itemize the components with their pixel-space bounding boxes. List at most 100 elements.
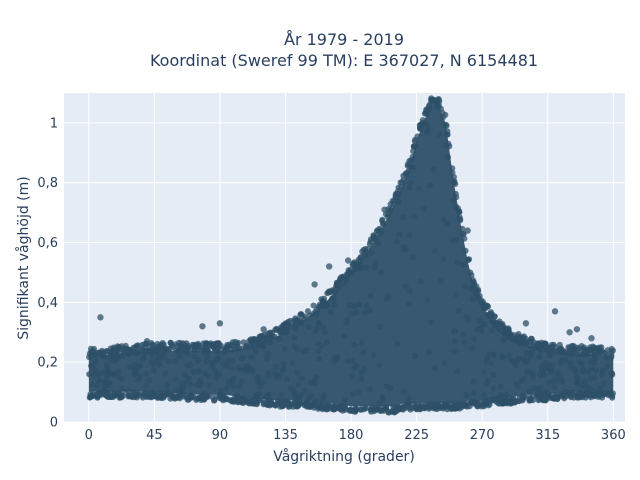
data-point (377, 269, 384, 276)
data-point (581, 344, 588, 351)
x-tick-label: 0 (85, 428, 93, 443)
data-point (362, 248, 369, 255)
data-point (225, 357, 232, 364)
data-point (442, 111, 449, 118)
data-point-outlier (464, 227, 471, 234)
data-point (480, 392, 487, 399)
data-point (164, 381, 171, 388)
data-point (239, 354, 246, 361)
data-point (577, 350, 583, 357)
data-point (585, 384, 592, 391)
data-point (461, 338, 468, 345)
data-point (454, 259, 461, 266)
data-point (440, 216, 447, 223)
data-point (537, 347, 544, 354)
data-point (548, 368, 555, 375)
data-point (299, 319, 305, 326)
data-point (278, 392, 285, 399)
data-point (109, 370, 116, 377)
data-point (124, 347, 131, 354)
data-point (217, 387, 224, 394)
data-point (305, 396, 312, 403)
data-point (204, 340, 211, 347)
data-point (527, 369, 534, 375)
data-point (476, 399, 483, 406)
data-point (221, 349, 228, 356)
data-point (407, 288, 413, 295)
data-point (400, 214, 407, 221)
data-point (236, 364, 243, 371)
data-point (456, 208, 463, 215)
data-point (351, 341, 358, 348)
data-point (136, 362, 143, 369)
data-point (238, 378, 245, 385)
data-point (368, 408, 375, 415)
data-point (406, 185, 413, 191)
data-point (588, 359, 595, 366)
data-point (204, 393, 211, 399)
data-point (402, 283, 409, 290)
data-point-outlier (573, 326, 581, 333)
data-point (164, 388, 171, 395)
data-point (408, 157, 415, 164)
data-point (234, 392, 241, 399)
data-point (545, 380, 552, 387)
data-point (116, 390, 123, 397)
data-point (463, 392, 470, 398)
data-point (434, 101, 441, 108)
data-point (490, 352, 497, 359)
data-point (459, 225, 466, 232)
data-point (597, 385, 604, 391)
data-point (481, 321, 488, 327)
data-point (504, 400, 511, 407)
data-point (608, 345, 615, 352)
data-point (608, 354, 615, 361)
data-point (204, 353, 211, 359)
x-tick-label: 45 (146, 428, 163, 443)
data-point (463, 313, 470, 320)
data-point (133, 367, 140, 374)
data-point (499, 354, 506, 360)
data-point (113, 357, 120, 364)
data-point (230, 375, 237, 382)
data-point (457, 216, 464, 223)
data-point (604, 363, 611, 370)
data-point (424, 128, 430, 135)
data-point (331, 401, 338, 408)
data-point (576, 358, 583, 365)
data-point (144, 394, 150, 401)
data-point (523, 350, 530, 357)
data-point (132, 361, 139, 368)
data-point (172, 376, 179, 383)
data-point (498, 322, 505, 328)
data-point (580, 368, 586, 375)
data-point (394, 340, 401, 347)
data-point (236, 383, 243, 390)
data-point (377, 323, 384, 330)
data-point (133, 350, 140, 357)
data-point (153, 390, 159, 397)
data-point (465, 256, 471, 263)
data-point (559, 378, 566, 385)
x-axis-title: Vågriktning (grader) (273, 448, 415, 465)
data-point (104, 370, 111, 377)
data-point (89, 381, 96, 388)
data-point (585, 369, 592, 376)
data-point (320, 324, 327, 331)
data-point (454, 368, 461, 375)
data-point (491, 313, 498, 320)
data-point (376, 400, 383, 407)
data-point (331, 287, 338, 294)
data-point (467, 285, 474, 292)
data-point (411, 138, 418, 145)
data-point (444, 128, 451, 135)
data-point (215, 340, 222, 347)
data-point (407, 180, 414, 187)
data-point (254, 375, 261, 382)
data-point (405, 399, 411, 406)
data-point (406, 232, 413, 239)
data-point (140, 353, 147, 360)
data-point (440, 405, 447, 412)
data-point (127, 364, 134, 371)
